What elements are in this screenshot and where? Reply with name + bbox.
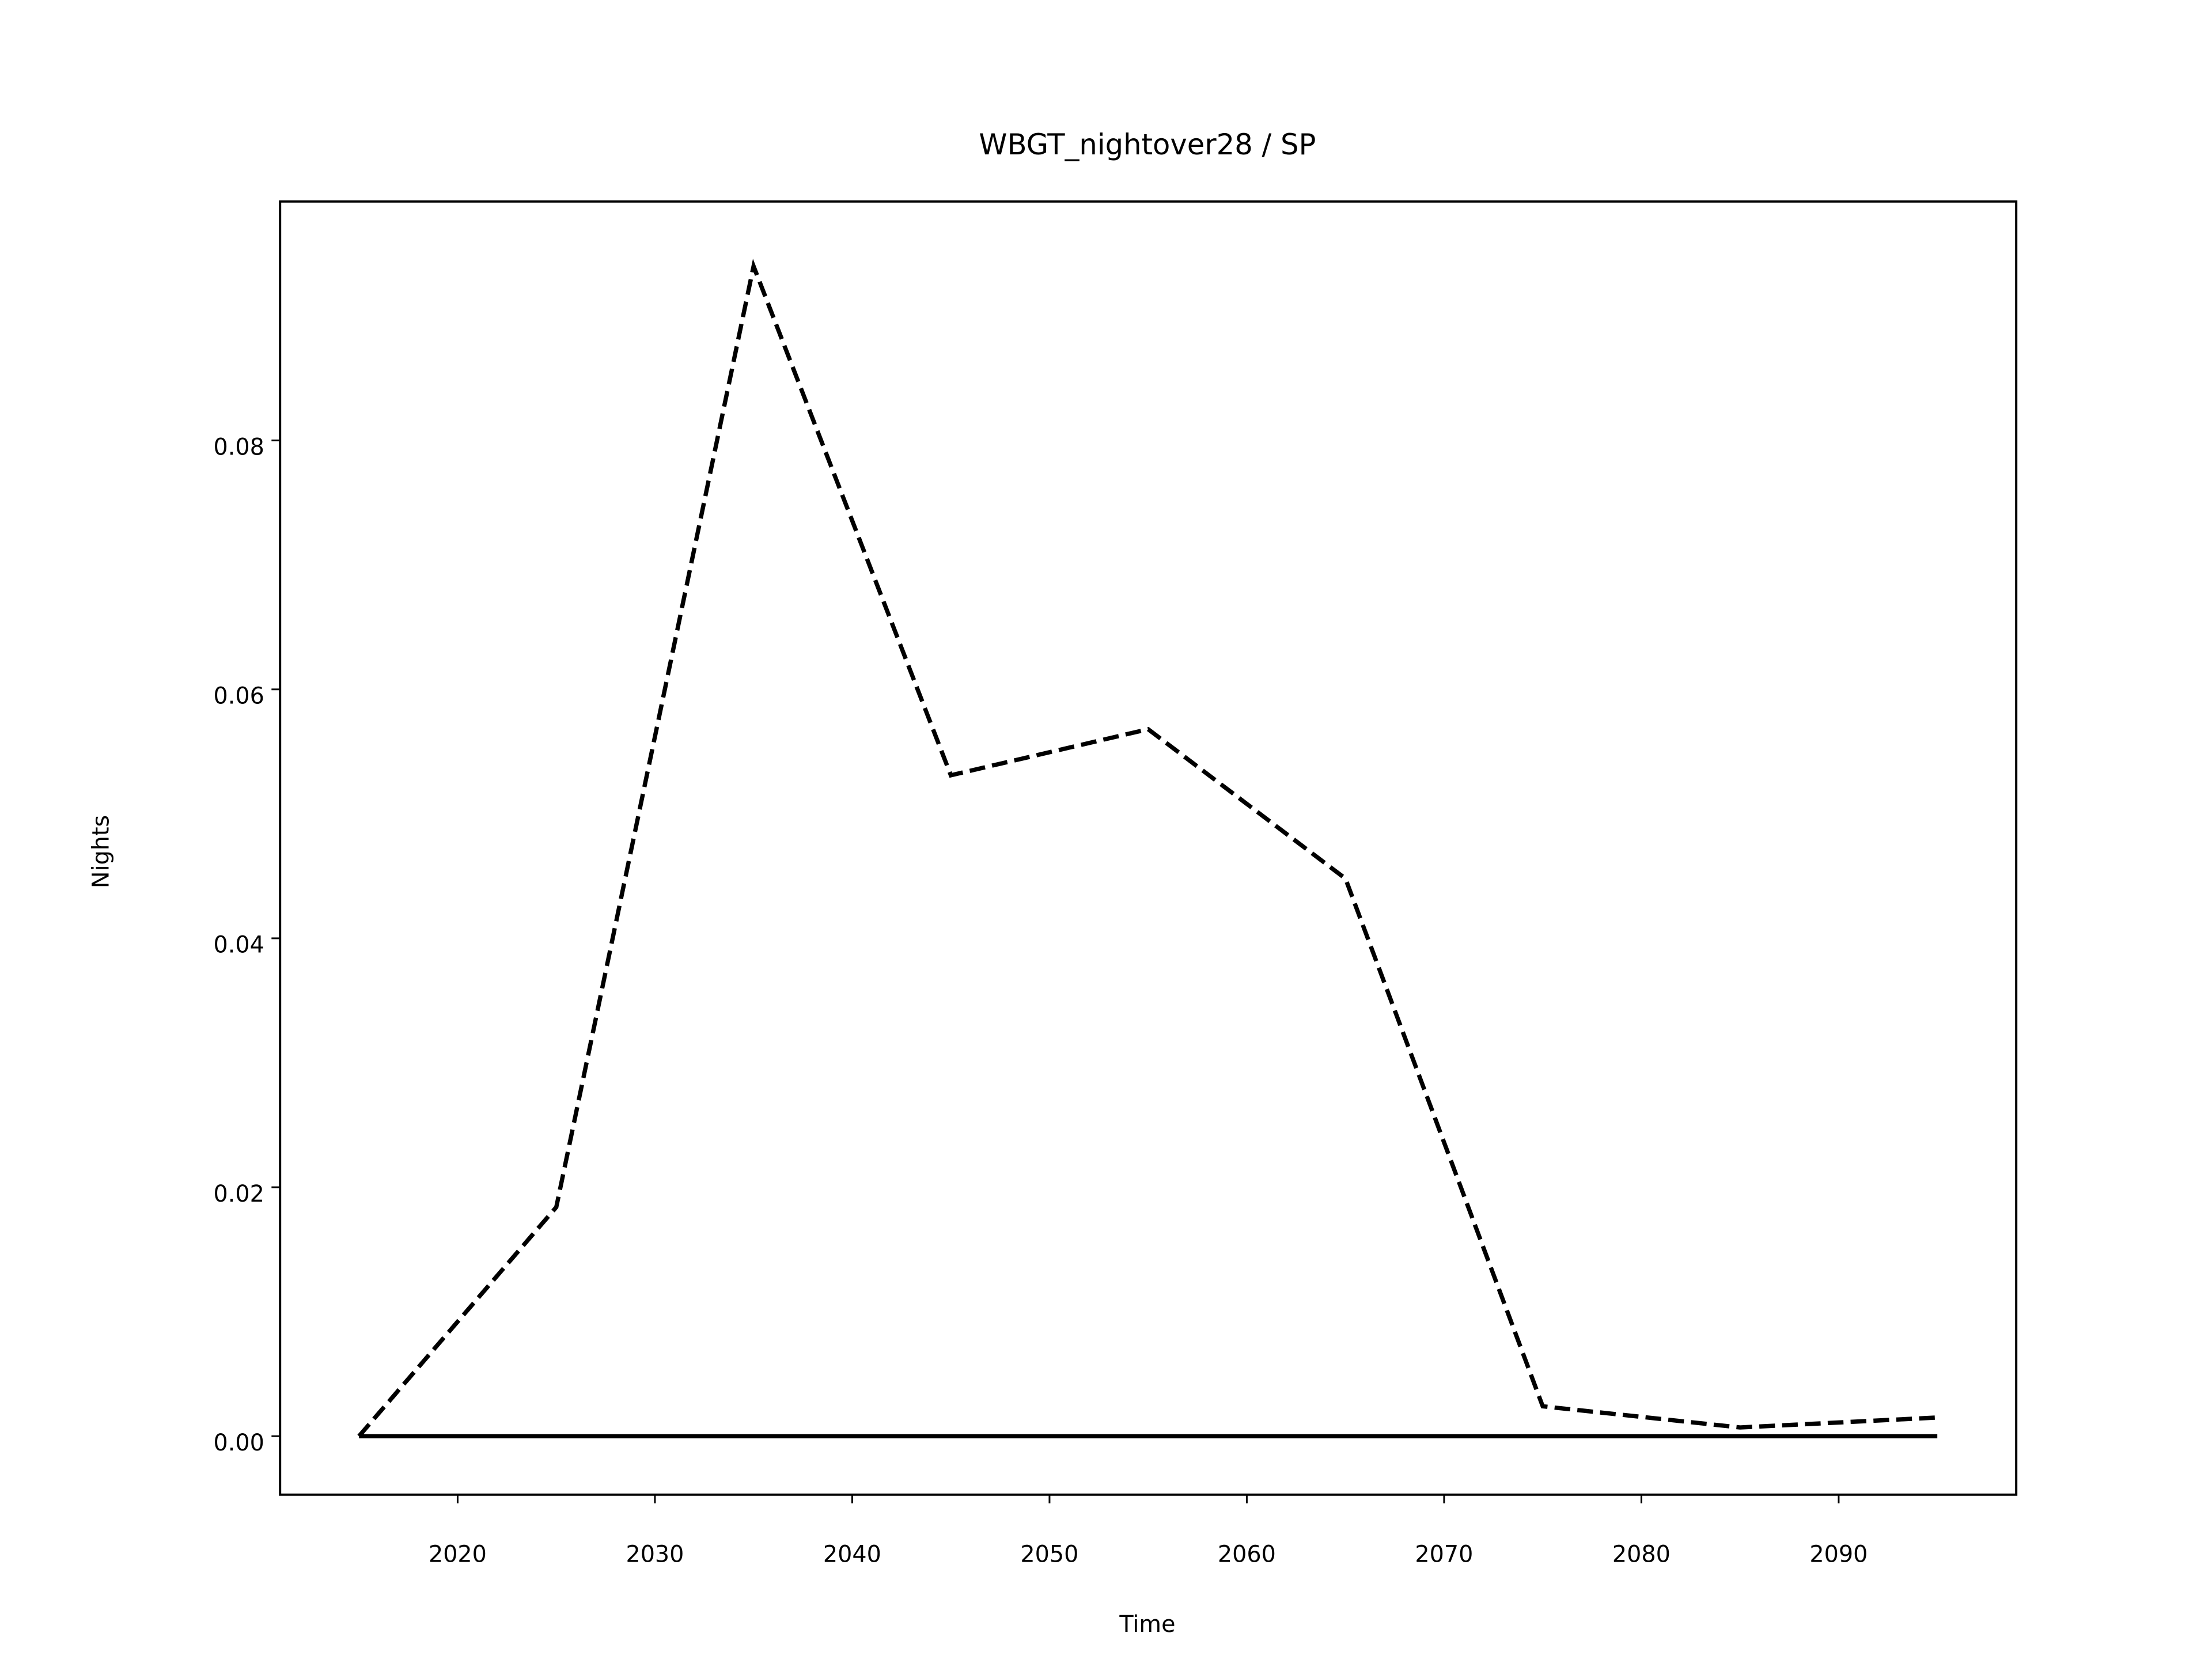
x-tick-label: 2030 [626,1541,684,1567]
x-tick-label: 2040 [823,1541,881,1567]
line-series [357,259,1938,1438]
x-tick-label: 2090 [1809,1541,1868,1567]
x-axis-label: Time [1119,1611,1175,1638]
y-tick-label: 0.08 [214,434,264,460]
chart-title: WBGT_nightover28 / SP [979,128,1316,161]
x-tick-label: 2080 [1612,1541,1671,1567]
x-tick-label: 2020 [429,1541,487,1567]
y-tick-label: 0.00 [214,1430,264,1456]
x-tick-label: 2050 [1020,1541,1078,1567]
y-axis-label: Nights [88,815,115,888]
y-tick-label: 0.06 [214,683,264,710]
y-tick-label: 0.02 [214,1181,264,1207]
plot-frame [279,200,2018,1496]
y-tick-label: 0.04 [214,932,264,959]
x-tick-label: 2060 [1218,1541,1276,1567]
x-tick-label: 2070 [1415,1541,1473,1567]
